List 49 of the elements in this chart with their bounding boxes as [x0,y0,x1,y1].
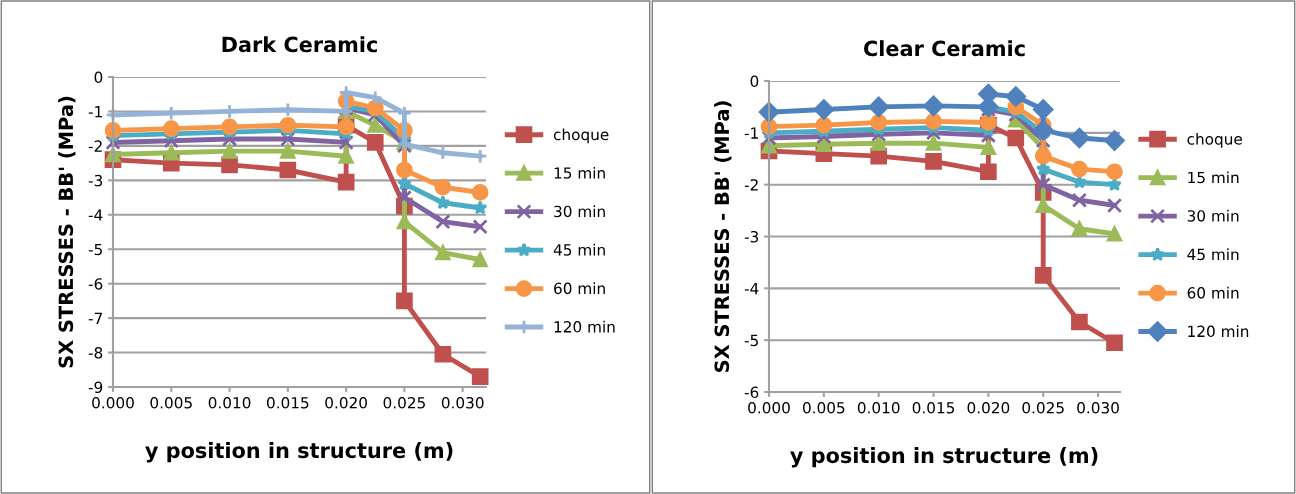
y-axis-title: SX STRESSES - BB' (MPa) [58,96,76,368]
y-tick-label: -2 [744,179,758,191]
x-tick-label: 0.000 [92,396,134,409]
y-tick-label: -3 [744,230,759,243]
legend-label: choque [553,128,609,144]
legend-label: 30 min [554,205,605,218]
y-tick-label: -8 [88,347,103,359]
x-tick-label: 0.025 [383,396,425,409]
x-tick-label: 0.015 [266,396,309,409]
legend-label: 45 min [553,243,605,256]
legend-label: 15 min [1188,171,1239,184]
x-tick-label: 0.025 [1022,401,1064,414]
y-tick-label: -9 [88,381,103,394]
chart-title: Clear Ceramic [863,40,1025,57]
y-tick-label: -2 [88,140,102,152]
legend-label: 120 min [1188,325,1249,338]
legend-label: 45 min [1187,248,1239,261]
y-tick-label: -6 [744,386,759,399]
x-tick-label: 0.005 [150,396,192,409]
y-tick-label: -5 [88,243,102,256]
legend-label: 30 min [1187,209,1239,222]
y-tick-label: -3 [88,174,103,187]
y-tick-label: 0 [750,75,759,88]
y-tick-label: -5 [744,334,758,347]
legend-label: 120 min [554,320,615,333]
x-tick-label: 0.010 [857,401,900,414]
y-tick-label: -1 [88,106,102,118]
y-tick-label: -4 [88,209,103,221]
y-axis-title: SX STRESSES - BB' (MPa) [714,101,732,372]
x-axis-title: y position in structure (m) [790,447,1098,468]
x-tick-label: 0.000 [748,401,790,414]
x-tick-label: 0.010 [208,396,251,409]
x-tick-label: 0.030 [1077,401,1119,414]
y-tick-label: -7 [88,312,102,324]
y-tick-label: -1 [744,127,758,139]
y-tick-label: -4 [744,283,759,295]
x-tick-label: 0.020 [325,396,367,409]
x-tick-label: 0.020 [967,401,1010,414]
legend-label: 60 min [1187,286,1239,299]
x-tick-label: 0.015 [912,401,955,414]
x-tick-label: 0.005 [802,401,845,414]
legend-label: 15 min [554,166,605,179]
y-tick-label: -6 [88,278,103,290]
legend-label: choque [1187,132,1242,148]
chart-title: Dark Ceramic [222,36,377,53]
legend-label: 60 min [554,282,605,295]
x-tick-label: 0.030 [441,396,484,409]
y-tick-label: 0 [94,71,103,84]
x-axis-title: y position in structure (m) [145,442,453,463]
